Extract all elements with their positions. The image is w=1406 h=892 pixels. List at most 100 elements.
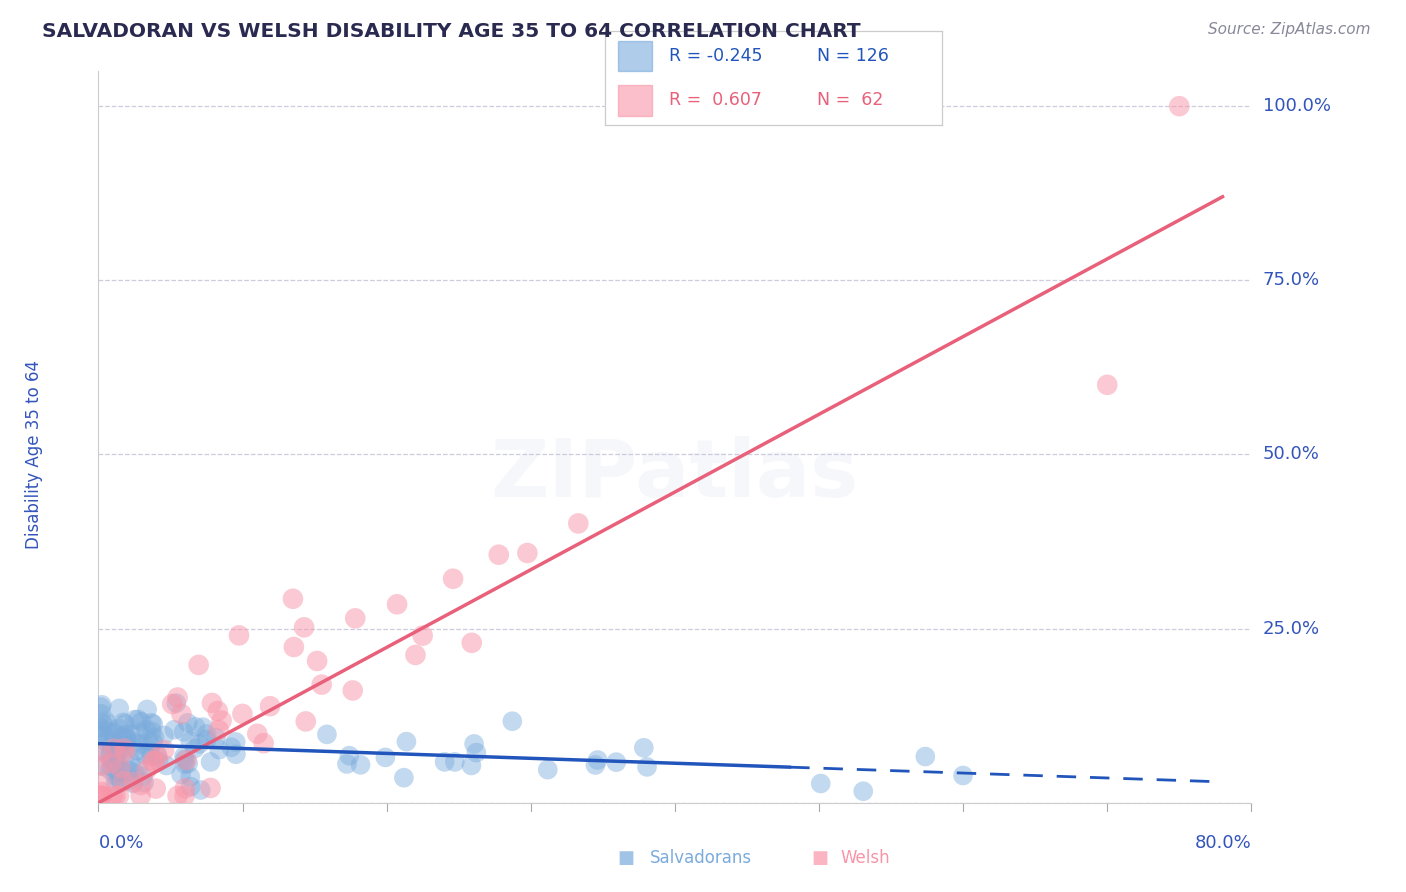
Point [633, 740, 655, 755]
Point [228, 628, 250, 642]
Point [96, 723, 118, 738]
Point [443, 755, 465, 769]
Point [141, 749, 163, 764]
Point [253, 736, 276, 750]
Point [114, 748, 136, 763]
Point [187, 657, 209, 672]
Point [201, 696, 224, 710]
Point [441, 572, 464, 586]
Point [90, 706, 112, 721]
Point [129, 778, 152, 792]
Point [94, 714, 117, 728]
Text: 75.0%: 75.0% [1263, 271, 1320, 289]
Point [120, 772, 142, 787]
Point [127, 713, 149, 727]
Text: Salvadorans: Salvadorans [650, 849, 752, 867]
Point [139, 744, 162, 758]
Point [98, 763, 121, 777]
Point [90, 745, 112, 759]
Point [405, 648, 427, 662]
Text: N =  62: N = 62 [817, 91, 883, 109]
Point [108, 789, 131, 803]
Point [107, 741, 129, 756]
Point [90, 758, 112, 772]
Point [142, 735, 165, 749]
Text: R =  0.607: R = 0.607 [669, 91, 762, 109]
Point [177, 715, 200, 730]
Point [344, 611, 367, 625]
Point [127, 760, 149, 774]
Point [148, 754, 170, 768]
Point [349, 757, 371, 772]
Point [128, 738, 150, 752]
Text: 100.0%: 100.0% [1263, 97, 1331, 115]
Point [208, 742, 231, 756]
Point [225, 747, 247, 762]
Point [104, 752, 127, 766]
Point [1097, 377, 1119, 392]
Point [122, 775, 145, 789]
Point [90, 724, 112, 739]
Point [195, 727, 218, 741]
Point [100, 756, 122, 771]
Point [104, 778, 127, 792]
Point [392, 771, 415, 785]
Point [195, 732, 218, 747]
Point [128, 726, 150, 740]
Point [90, 698, 112, 712]
Point [316, 727, 339, 741]
Point [103, 741, 125, 756]
Point [342, 683, 364, 698]
Point [179, 770, 201, 784]
Point [636, 760, 658, 774]
Point [174, 781, 197, 796]
Point [605, 755, 627, 769]
Point [412, 629, 434, 643]
Point [108, 743, 131, 757]
Point [294, 714, 316, 729]
Point [283, 640, 305, 654]
Point [200, 755, 222, 769]
Point [173, 752, 195, 766]
Point [184, 720, 207, 734]
Point [122, 765, 145, 780]
Point [166, 690, 188, 705]
Point [108, 701, 131, 715]
Point [307, 654, 329, 668]
Point [166, 789, 188, 803]
Point [110, 761, 132, 775]
Point [488, 548, 510, 562]
Text: ■: ■ [811, 849, 828, 867]
Point [115, 731, 138, 746]
Point [281, 591, 304, 606]
Point [142, 754, 165, 768]
Point [108, 734, 131, 748]
Point [135, 763, 157, 777]
Point [141, 715, 163, 730]
Point [179, 734, 201, 748]
Point [180, 780, 202, 794]
Point [111, 765, 134, 780]
Point [101, 760, 124, 774]
Point [112, 733, 135, 747]
Point [225, 735, 247, 749]
Point [104, 750, 127, 764]
Point [89, 720, 111, 734]
Text: Source: ZipAtlas.com: Source: ZipAtlas.com [1208, 22, 1371, 37]
Point [90, 775, 112, 789]
Point [463, 737, 485, 751]
Point [129, 789, 152, 803]
Point [184, 741, 207, 756]
Point [153, 743, 176, 757]
Point [170, 706, 193, 721]
Text: Welsh: Welsh [841, 849, 890, 867]
Point [114, 744, 136, 758]
Point [90, 789, 112, 803]
Point [292, 620, 315, 634]
Point [131, 714, 153, 729]
Point [142, 717, 165, 731]
Text: 80.0%: 80.0% [1195, 834, 1251, 852]
Point [110, 775, 132, 789]
Point [112, 715, 135, 730]
Point [586, 753, 609, 767]
